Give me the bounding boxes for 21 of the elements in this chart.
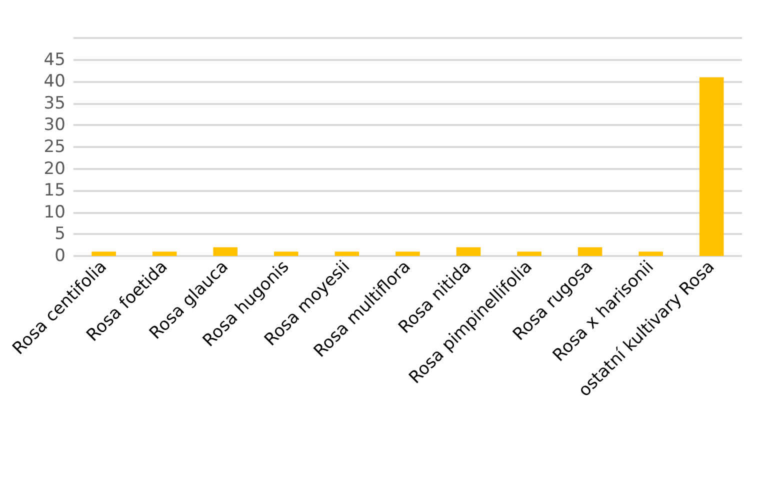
bar bbox=[152, 252, 177, 256]
y-tick-label: 15 bbox=[44, 180, 66, 201]
y-tick-label: 5 bbox=[54, 224, 66, 244]
y-tick-label: 35 bbox=[44, 93, 66, 114]
bar bbox=[92, 252, 116, 256]
bar bbox=[274, 252, 298, 256]
y-tick-label: 25 bbox=[44, 137, 66, 157]
bar bbox=[334, 252, 360, 256]
y-tick-label: 10 bbox=[44, 202, 66, 222]
bar bbox=[456, 247, 481, 256]
bar bbox=[213, 247, 238, 256]
bar bbox=[517, 252, 542, 256]
y-tick-label: 30 bbox=[44, 115, 66, 136]
y-tick-label: 20 bbox=[44, 158, 66, 179]
bar bbox=[396, 252, 420, 256]
y-tick-label: 40 bbox=[44, 72, 66, 92]
y-tick-label: 0 bbox=[54, 246, 66, 266]
bar bbox=[638, 252, 663, 256]
y-tick-label: 45 bbox=[44, 50, 66, 70]
bar bbox=[699, 77, 724, 256]
bar bbox=[578, 247, 602, 256]
